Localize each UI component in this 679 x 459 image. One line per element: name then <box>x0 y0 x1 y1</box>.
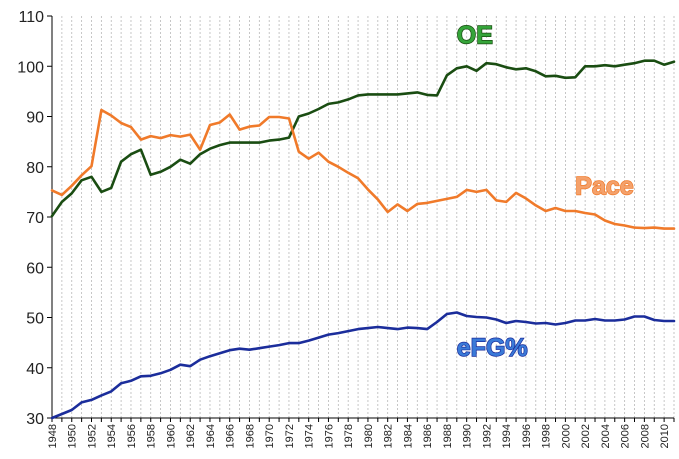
x-tick-label-2004: 2004 <box>600 424 612 448</box>
x-tick-label-1996: 1996 <box>521 424 533 448</box>
x-tick-label-1954: 1954 <box>106 424 118 448</box>
series-label-oe: OE <box>457 22 493 50</box>
x-tick-label-1952: 1952 <box>86 424 98 448</box>
y-tick-label-100: 100 <box>17 59 44 76</box>
x-tick-label-1982: 1982 <box>383 424 395 448</box>
y-tick-label-30: 30 <box>26 411 44 428</box>
x-tick-label-1986: 1986 <box>422 424 434 448</box>
x-tick-label-1974: 1974 <box>304 424 316 448</box>
x-tick-label-1994: 1994 <box>501 424 513 448</box>
x-tick-label-1960: 1960 <box>165 424 177 448</box>
x-tick-label-1972: 1972 <box>284 424 296 448</box>
x-tick-label-1962: 1962 <box>185 424 197 448</box>
x-tick-label-2008: 2008 <box>639 424 651 448</box>
x-tick-label-1958: 1958 <box>146 424 158 448</box>
x-tick-label-1948: 1948 <box>47 424 59 448</box>
y-tick-label-80: 80 <box>26 160 44 177</box>
series-lines <box>50 59 676 420</box>
series-labels: OE Pace eFG% <box>456 21 634 363</box>
y-tick-label-40: 40 <box>26 361 44 378</box>
x-axis-tick-labels: 1948 1950 1952 1954 1956 1958 1960 1962 1964 1966… <box>47 418 675 448</box>
x-tick-label-1956: 1956 <box>126 424 138 448</box>
axes <box>51 16 674 419</box>
x-tick-label-1976: 1976 <box>323 424 335 448</box>
x-tick-label-1984: 1984 <box>402 424 414 448</box>
y-tick-label-110: 110 <box>18 9 44 26</box>
series-line-pace <box>50 108 676 230</box>
x-tick-label-1964: 1964 <box>205 424 217 448</box>
x-tick-label-2000: 2000 <box>560 424 572 448</box>
x-tick-label-2010: 2010 <box>659 424 671 448</box>
y-tick-label-90: 90 <box>26 110 44 127</box>
x-tick-label-1998: 1998 <box>541 424 553 448</box>
series-line-efg- <box>50 311 676 420</box>
series-line-oe <box>50 59 676 218</box>
x-tick-label-1980: 1980 <box>363 424 375 448</box>
series-label-efg-: eFG% <box>457 334 528 362</box>
x-tick-label-1968: 1968 <box>244 424 256 448</box>
x-tick-label-2002: 2002 <box>580 424 592 448</box>
x-tick-label-1990: 1990 <box>462 424 474 448</box>
vertical-gridlines <box>61 16 675 418</box>
y-axis-tick-labels: 30 40 50 60 70 80 90 100 110 <box>17 9 52 428</box>
y-tick-label-50: 50 <box>26 311 44 328</box>
x-tick-label-1970: 1970 <box>264 424 276 448</box>
series-label-pace: Pace <box>575 172 633 200</box>
x-tick-label-1950: 1950 <box>67 424 79 448</box>
x-tick-label-1992: 1992 <box>481 424 493 448</box>
x-tick-label-1966: 1966 <box>225 424 237 448</box>
x-tick-label-2006: 2006 <box>620 424 632 448</box>
y-tick-label-60: 60 <box>26 260 44 277</box>
x-tick-label-1988: 1988 <box>442 424 454 448</box>
y-tick-label-70: 70 <box>26 210 44 227</box>
x-tick-label-1978: 1978 <box>343 424 355 448</box>
